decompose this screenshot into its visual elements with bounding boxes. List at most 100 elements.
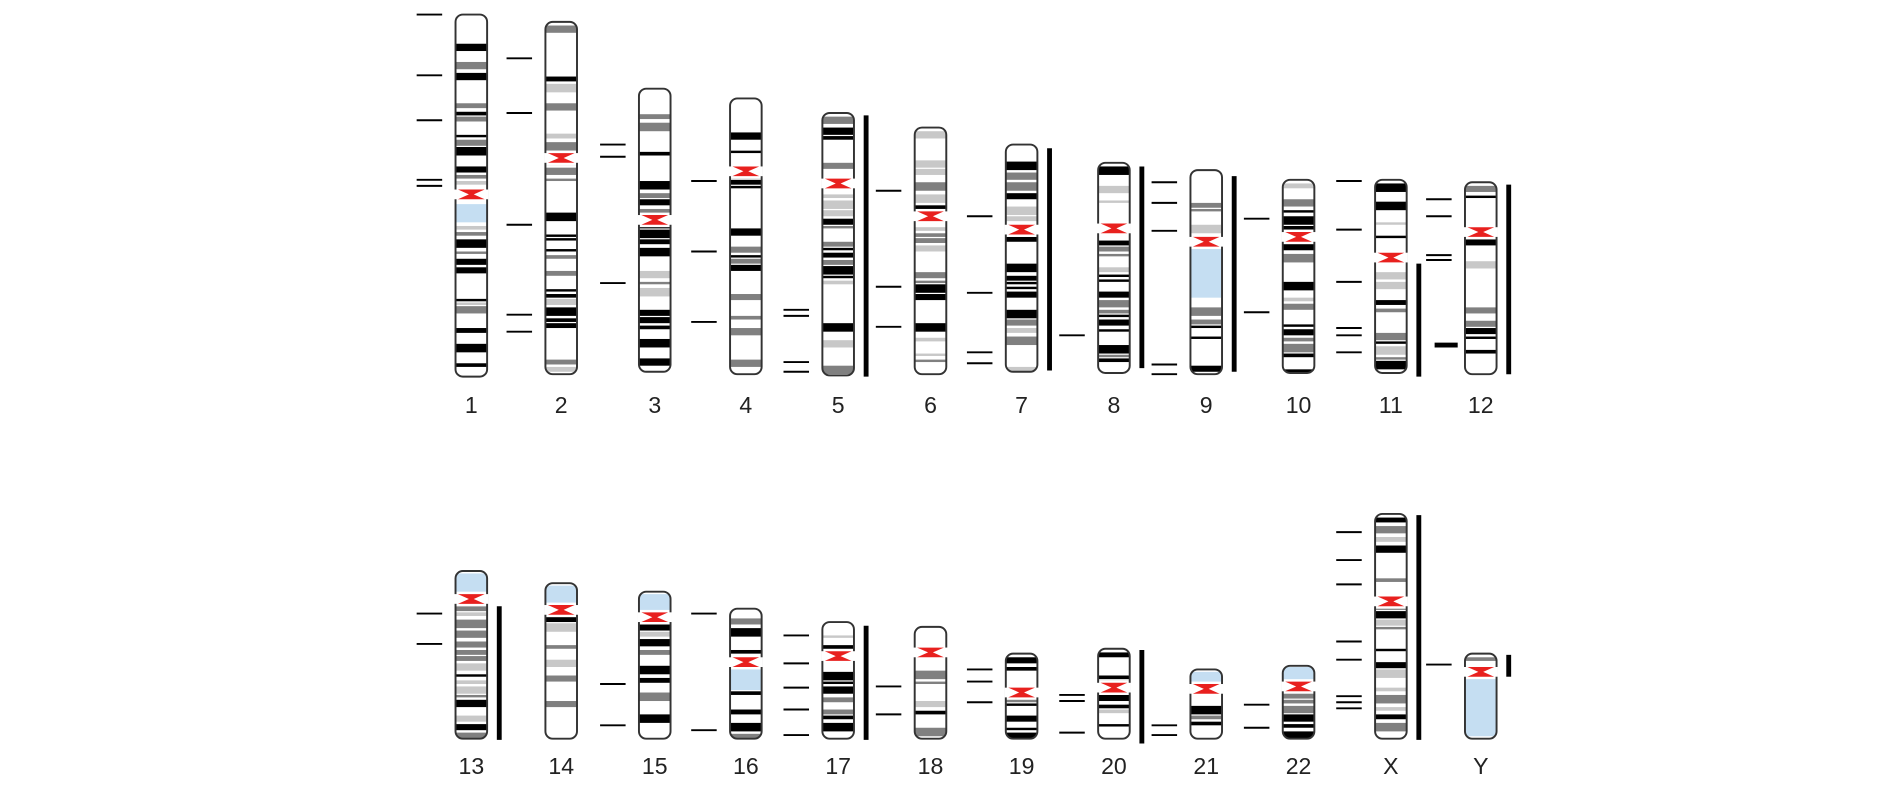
heterochromatin-region: [1464, 677, 1497, 737]
band: [1098, 694, 1130, 702]
chromosome-label: 11: [1379, 392, 1403, 418]
centromere-icon: [1285, 232, 1312, 242]
band: [638, 181, 671, 190]
chromosome-label: 9: [1200, 392, 1213, 418]
chromosome-body: [822, 622, 854, 739]
chromosome-label: 14: [548, 753, 574, 779]
chromosome-body: [1098, 162, 1130, 373]
band: [455, 306, 488, 314]
chromosome-1: 1: [416, 13, 489, 418]
chromosome-outline: [913, 126, 948, 376]
band: [730, 228, 762, 236]
band: [455, 166, 488, 173]
band: [545, 76, 578, 82]
band: [1375, 662, 1407, 669]
band: [455, 139, 488, 146]
band: [822, 365, 854, 375]
band: [730, 255, 762, 258]
band: [822, 241, 854, 247]
band: [914, 710, 947, 715]
band: [822, 252, 854, 258]
chromosome-10: 10: [1243, 178, 1316, 418]
band: [455, 630, 488, 638]
band: [455, 111, 488, 116]
band: [822, 116, 854, 124]
band: [822, 162, 854, 169]
band: [1464, 349, 1497, 354]
band: [455, 258, 488, 265]
chromosome-outline: [821, 112, 855, 377]
band: [1098, 319, 1130, 326]
band: [1282, 199, 1315, 207]
band: [1375, 272, 1407, 280]
chromosome-label: 5: [832, 392, 845, 418]
chromosome-body: [1190, 170, 1223, 375]
band: [1464, 336, 1497, 339]
chromosome-9: 9: [1151, 169, 1237, 418]
centromere-icon: [547, 153, 575, 163]
band: [545, 167, 578, 175]
band: [455, 134, 488, 138]
band: [822, 218, 854, 225]
band: [1282, 692, 1315, 699]
band: [1005, 657, 1038, 664]
band: [638, 122, 671, 132]
band: [1375, 332, 1407, 341]
band: [1098, 709, 1130, 714]
chromosome-2: 2: [506, 20, 579, 418]
chromosome-background: [1464, 182, 1497, 375]
band: [545, 234, 578, 237]
band: [638, 665, 671, 675]
band: [455, 612, 488, 616]
band: [1005, 715, 1038, 722]
band: [1005, 161, 1038, 171]
chromosome-outline: [637, 87, 672, 373]
band: [914, 670, 947, 680]
band: [638, 714, 671, 723]
band: [914, 353, 947, 356]
band: [1375, 722, 1407, 732]
band: [545, 270, 578, 276]
band: [455, 232, 488, 236]
band: [638, 325, 671, 330]
centromere-icon: [1467, 667, 1495, 677]
band: [1375, 201, 1407, 211]
band: [545, 318, 578, 322]
band: [1098, 354, 1130, 358]
band: [822, 210, 854, 217]
band: [914, 245, 947, 252]
band: [638, 649, 671, 655]
band: [455, 649, 488, 655]
centromere-icon: [1008, 687, 1035, 698]
chromosome-body: [914, 626, 947, 739]
band: [1098, 300, 1130, 308]
centromere-icon: [1100, 682, 1128, 693]
heterochromatin-region: [730, 668, 762, 691]
chromosome-16: 16: [691, 607, 763, 779]
chromosome-outline: [1189, 668, 1224, 740]
band: [1098, 200, 1130, 203]
band: [730, 691, 762, 695]
band: [1098, 279, 1130, 282]
band: [822, 259, 854, 265]
band: [1005, 727, 1038, 731]
band: [455, 103, 488, 109]
band: [1098, 345, 1130, 354]
band: [545, 249, 578, 252]
band: [822, 127, 854, 135]
band: [1190, 202, 1223, 208]
band: [545, 142, 578, 151]
band: [1005, 193, 1038, 200]
band: [1005, 336, 1038, 346]
chromosome-outline: [1097, 647, 1131, 740]
band: [822, 247, 854, 251]
band: [455, 298, 488, 302]
band: [455, 694, 488, 698]
chromosome-6: 6: [875, 126, 948, 418]
band: [1098, 240, 1130, 246]
chromosome-outline: [544, 582, 578, 740]
band: [822, 200, 854, 209]
band: [545, 323, 578, 329]
chromosome-X: X: [1336, 512, 1422, 779]
band: [914, 272, 947, 279]
